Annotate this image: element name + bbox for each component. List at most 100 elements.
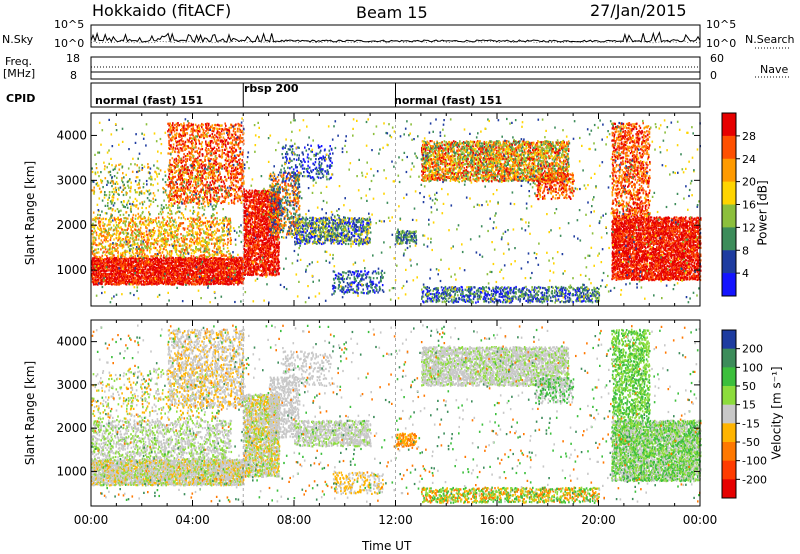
data-cell xyxy=(199,153,201,155)
data-cell xyxy=(175,151,177,153)
data-cell xyxy=(191,218,193,220)
data-cell xyxy=(100,171,102,173)
data-cell xyxy=(199,200,201,202)
data-cell xyxy=(169,183,171,185)
data-cell xyxy=(102,241,104,243)
data-cell xyxy=(223,129,225,131)
data-cell xyxy=(187,234,189,236)
data-cell xyxy=(210,147,212,149)
data-cell xyxy=(149,213,151,215)
data-cell xyxy=(91,189,93,191)
data-cell xyxy=(187,139,189,141)
data-cell xyxy=(174,227,176,229)
data-cell xyxy=(135,198,137,200)
data-cell xyxy=(97,171,99,173)
data-cell xyxy=(221,267,223,269)
data-cell xyxy=(242,266,244,268)
data-cell xyxy=(237,128,239,130)
data-cell xyxy=(217,270,219,272)
data-cell xyxy=(161,227,163,229)
data-cell xyxy=(135,225,137,227)
data-cell xyxy=(215,232,217,234)
data-cell xyxy=(155,247,157,249)
data-cell xyxy=(113,193,115,195)
data-cell xyxy=(216,132,218,134)
data-cell xyxy=(102,180,104,182)
data-cell xyxy=(125,254,127,256)
data-cell xyxy=(176,190,178,192)
data-cell xyxy=(136,279,138,281)
data-cell xyxy=(187,228,189,230)
data-cell xyxy=(115,210,117,212)
data-cell xyxy=(183,122,185,124)
data-cell xyxy=(227,154,229,156)
data-cell xyxy=(133,214,135,216)
data-cell xyxy=(231,274,233,276)
data-cell xyxy=(142,203,144,205)
data-cell xyxy=(225,234,227,236)
data-cell xyxy=(159,246,161,248)
data-cell xyxy=(112,252,114,254)
data-cell xyxy=(116,230,118,232)
data-cell xyxy=(219,134,221,136)
data-cell xyxy=(207,199,209,201)
data-cell xyxy=(243,170,245,172)
data-cell xyxy=(219,219,221,221)
data-cell xyxy=(182,143,184,145)
data-cell xyxy=(193,225,195,227)
data-cell xyxy=(113,255,115,257)
data-cell xyxy=(93,189,95,191)
data-cell xyxy=(150,218,152,220)
data-cell xyxy=(123,176,125,178)
data-cell xyxy=(153,227,155,229)
data-cell xyxy=(237,177,239,179)
data-cell xyxy=(116,234,118,236)
data-cell xyxy=(135,277,137,279)
data-cell xyxy=(169,190,171,192)
data-cell xyxy=(102,200,104,202)
data-cell xyxy=(106,212,108,214)
data-cell xyxy=(103,218,105,220)
data-cell xyxy=(134,189,136,191)
data-cell xyxy=(139,203,141,205)
data-cell xyxy=(197,133,199,135)
data-cell xyxy=(117,244,119,246)
data-cell xyxy=(151,222,153,224)
data-cell xyxy=(210,168,212,170)
data-cell xyxy=(123,233,125,235)
data-cell xyxy=(132,237,134,239)
data-cell xyxy=(248,255,250,257)
data-cell xyxy=(211,130,213,132)
data-cell xyxy=(158,235,160,237)
data-cell xyxy=(156,283,158,285)
data-cell xyxy=(136,223,138,225)
data-cell xyxy=(140,280,142,282)
data-cell xyxy=(184,249,186,251)
data-cell xyxy=(225,259,227,261)
data-cell xyxy=(127,251,129,253)
data-cell xyxy=(217,187,219,189)
data-cell xyxy=(220,185,222,187)
data-cell xyxy=(151,259,153,261)
data-cell xyxy=(213,231,215,233)
data-cell xyxy=(214,137,216,139)
data-cell xyxy=(128,167,130,169)
data-cell xyxy=(157,225,159,227)
data-cell xyxy=(201,258,203,260)
data-cell xyxy=(170,255,172,257)
data-cell xyxy=(206,248,208,250)
data-cell xyxy=(112,208,114,210)
data-cell xyxy=(190,174,192,176)
data-cell xyxy=(174,219,176,221)
data-cell xyxy=(190,159,192,161)
data-cell xyxy=(216,142,218,144)
data-cell xyxy=(140,229,142,231)
data-cell xyxy=(180,233,182,235)
data-cell xyxy=(170,164,172,166)
data-cell xyxy=(203,254,205,256)
data-cell xyxy=(222,260,224,262)
data-cell xyxy=(112,199,114,201)
data-cell xyxy=(175,176,177,178)
data-cell xyxy=(195,284,197,286)
data-cell xyxy=(140,214,142,216)
